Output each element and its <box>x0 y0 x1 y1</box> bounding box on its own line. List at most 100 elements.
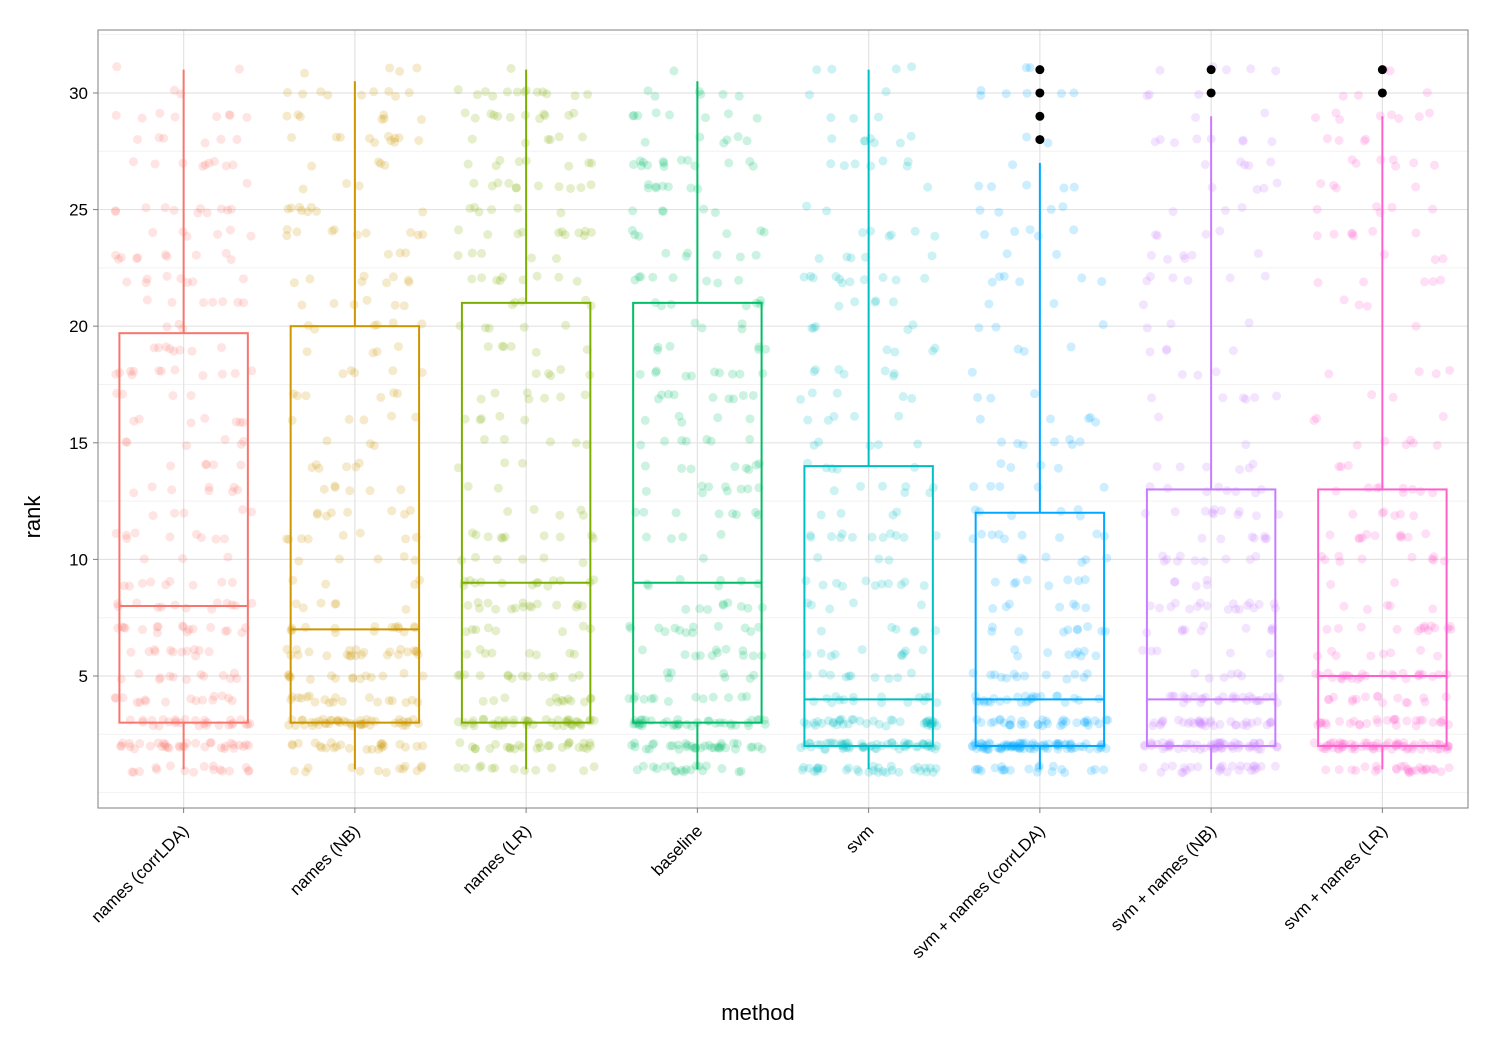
jitter-point <box>895 717 905 727</box>
jitter-point <box>365 439 375 449</box>
jitter-point <box>927 251 937 261</box>
jitter-point <box>630 230 640 240</box>
jitter-point <box>1013 344 1023 354</box>
jitter-point <box>1190 668 1200 678</box>
jitter-point <box>387 506 397 516</box>
jitter-point <box>1320 718 1330 728</box>
jitter-point <box>996 744 1006 754</box>
jitter-point <box>975 205 985 215</box>
jitter-point <box>165 645 175 655</box>
jitter-point <box>208 761 218 771</box>
jitter-point <box>565 648 575 658</box>
jitter-point <box>134 414 144 424</box>
jitter-point <box>1363 483 1373 493</box>
jitter-point <box>761 344 771 354</box>
jitter-point <box>751 507 761 517</box>
jitter-point <box>361 228 371 238</box>
jitter-point <box>504 178 514 188</box>
jitter-point <box>900 577 910 587</box>
jitter-point <box>1419 621 1429 631</box>
jitter-point <box>122 534 132 544</box>
jitter-point <box>219 534 229 544</box>
jitter-point <box>1020 719 1030 729</box>
jitter-point <box>154 366 164 376</box>
jitter-point <box>1099 482 1109 492</box>
jitter-point <box>1411 765 1421 775</box>
jitter-point <box>1060 740 1070 750</box>
jitter-point <box>729 738 739 748</box>
jitter-point <box>1018 440 1028 450</box>
jitter-point <box>736 576 746 586</box>
jitter-point <box>382 278 392 288</box>
jitter-point <box>408 714 418 724</box>
jitter-point <box>820 744 830 754</box>
jitter-point <box>1416 486 1426 496</box>
jitter-point <box>1166 319 1176 329</box>
jitter-point <box>1044 581 1054 591</box>
jitter-point <box>498 533 508 543</box>
jitter-point <box>1230 720 1240 730</box>
jitter-point <box>574 742 584 752</box>
jitter-point <box>979 696 989 706</box>
jitter-point <box>120 623 130 633</box>
jitter-point <box>152 622 162 632</box>
jitter-point <box>583 89 593 99</box>
jitter-point <box>721 644 731 654</box>
jitter-point <box>818 668 828 678</box>
jitter-point <box>170 112 180 122</box>
jitter-point <box>1367 390 1377 400</box>
jitter-point <box>897 651 907 661</box>
jitter-point <box>165 532 175 542</box>
jitter-point <box>1235 464 1245 474</box>
jitter-point <box>198 161 208 171</box>
jitter-point <box>1100 626 1110 636</box>
jitter-point <box>247 507 257 517</box>
jitter-point <box>188 580 198 590</box>
jitter-point <box>1011 577 1021 587</box>
jitter-point <box>372 347 382 357</box>
jitter-point <box>809 718 819 728</box>
y-tick-label: 25 <box>69 201 88 220</box>
jitter-point <box>888 715 898 725</box>
jitter-point <box>1215 226 1225 236</box>
jitter-point <box>1033 231 1043 241</box>
jitter-point <box>129 767 139 777</box>
jitter-point <box>1312 204 1322 214</box>
jitter-point <box>1216 506 1226 516</box>
jitter-point <box>995 481 1005 491</box>
jitter-point <box>1418 715 1428 725</box>
jitter-point <box>225 110 235 120</box>
jitter-point <box>160 203 170 213</box>
jitter-point <box>664 389 674 399</box>
jitter-point <box>412 766 422 776</box>
jitter-point <box>661 248 671 258</box>
jitter-point <box>453 463 463 473</box>
jitter-point <box>302 347 312 357</box>
jitter-point <box>321 743 331 753</box>
jitter-point <box>718 89 728 99</box>
jitter-point <box>376 159 386 169</box>
jitter-point <box>1403 764 1413 774</box>
jitter-point <box>182 441 192 451</box>
jitter-point <box>395 764 405 774</box>
jitter-point <box>545 437 555 447</box>
jitter-point <box>407 695 417 705</box>
jitter-point <box>1392 764 1402 774</box>
jitter-point <box>1207 508 1217 518</box>
jitter-point <box>487 763 497 773</box>
jitter-point <box>1155 135 1165 145</box>
jitter-point <box>1386 110 1396 120</box>
jitter-point <box>696 89 706 99</box>
jitter-point <box>116 741 126 751</box>
jitter-point <box>398 764 408 774</box>
jitter-point <box>557 227 567 237</box>
jitter-point <box>559 696 569 706</box>
jitter-point <box>1215 738 1225 748</box>
jitter-point <box>1225 648 1235 658</box>
jitter-point <box>651 366 661 376</box>
jitter-point <box>870 581 880 591</box>
jitter-point <box>932 741 942 751</box>
jitter-point <box>683 740 693 750</box>
jitter-point <box>700 741 710 751</box>
